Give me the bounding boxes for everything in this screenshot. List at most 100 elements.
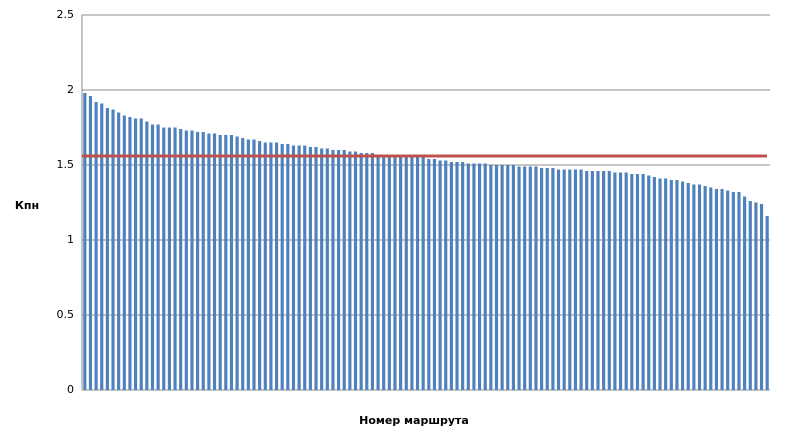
bar [686,183,690,390]
y-tick-label: 2.5 [57,8,75,21]
bar [320,148,324,390]
bar [534,166,538,390]
bar [201,132,205,390]
bar [218,135,222,390]
bar [726,190,730,390]
bar [709,187,713,390]
bar [297,145,301,390]
bar [438,160,442,390]
bar [754,202,758,390]
bar [196,132,200,390]
bar [241,138,245,390]
bar [229,135,234,390]
bar [162,127,166,390]
y-tick-label: 1 [67,233,74,246]
y-tick-label: 2 [67,83,74,96]
bar [427,159,431,390]
bar [664,178,668,390]
bar [263,142,267,390]
bar [269,142,273,390]
bar [399,156,403,390]
bar [494,165,499,390]
bar [111,109,115,390]
bar [590,171,594,390]
bar [94,102,98,390]
bar [117,112,121,390]
bar [331,150,335,390]
bar [444,160,448,390]
bar [455,162,459,390]
bar [602,171,606,390]
bar [466,163,470,390]
bar [133,118,138,390]
bar [100,103,104,390]
bar [562,169,566,390]
bar [410,156,414,390]
bar [291,145,296,390]
bar [477,163,482,390]
bar [759,204,764,390]
bar [370,153,375,390]
bar [88,96,93,390]
bar [568,169,572,390]
bar [647,175,651,390]
bar [573,169,578,390]
bar [337,150,341,390]
bar [556,169,561,390]
bar [432,159,437,390]
bar [258,141,262,390]
bar [212,133,217,390]
bar [748,201,752,390]
bar [387,154,391,390]
bar [658,178,662,390]
bar [252,139,256,390]
bar [421,157,425,390]
bar [122,115,126,390]
bar [173,127,177,390]
bar [765,216,769,390]
bar [472,163,476,390]
bar [449,162,453,390]
bar [743,196,747,390]
bar [607,171,611,390]
bar [393,154,397,390]
bar [179,129,183,390]
bar [415,157,420,390]
bar [274,142,279,390]
bar [500,165,504,390]
bar [139,118,143,390]
bar [348,151,352,390]
bar [731,192,735,390]
bar [150,124,155,390]
bar [540,168,544,390]
y-tick-label: 0 [67,383,74,396]
bar [692,184,696,390]
bar [641,174,645,390]
bar [382,154,386,390]
bar [286,144,290,390]
bar [511,165,515,390]
bar [280,144,284,390]
bar [737,192,741,390]
bar [128,117,132,390]
bar [528,166,532,390]
bar [579,169,583,390]
bar [246,139,250,390]
bar [342,150,346,390]
bar [483,163,487,390]
bar [506,165,510,390]
x-axis-title: Номер маршрута [359,414,469,427]
bar [624,172,628,390]
y-tick-label: 1.5 [57,158,75,171]
bar [523,166,527,390]
bar [697,184,702,390]
bar [720,189,724,390]
bar [314,147,318,390]
bar [145,121,149,390]
bar [190,130,194,390]
bar [404,156,408,390]
y-axis-title: Кпн [15,199,39,212]
bar [652,177,656,390]
